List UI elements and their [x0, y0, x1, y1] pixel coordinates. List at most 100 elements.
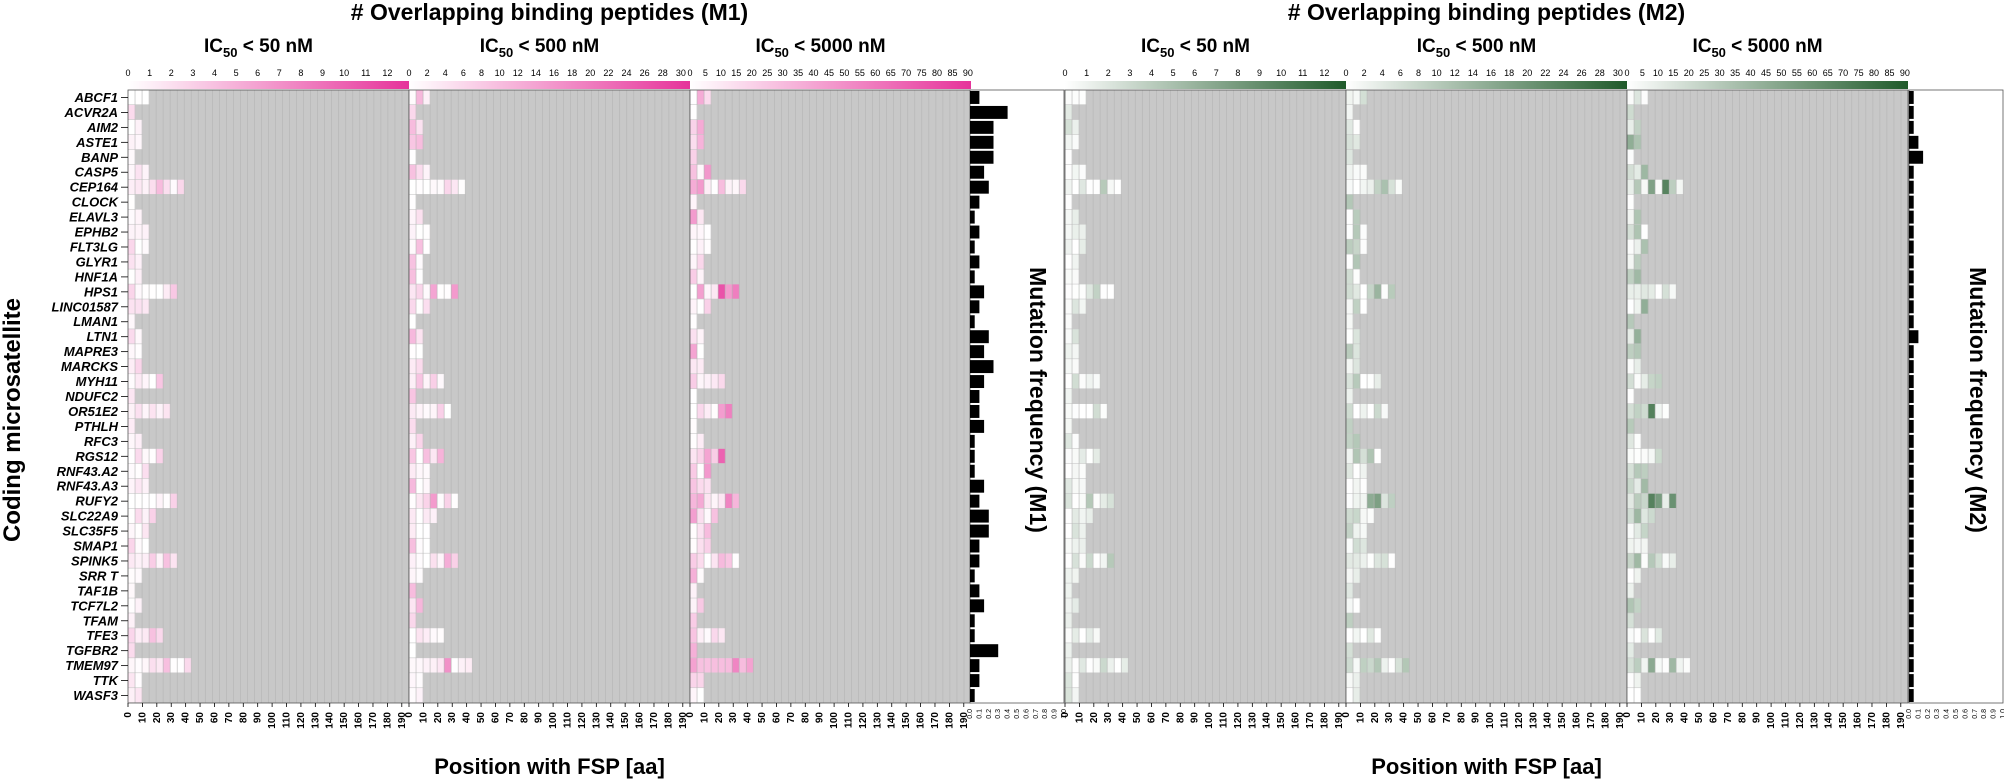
heatmap-cell: [142, 628, 150, 643]
x-tick-label: 10: [418, 712, 429, 724]
heatmap-cell: [409, 403, 417, 419]
heatmap-cell: [1634, 508, 1642, 523]
heatmap-cell: [711, 374, 719, 389]
heatmap-cell: [704, 403, 712, 419]
gene-label: RFC3: [84, 434, 119, 449]
heatmap-cell: [416, 478, 424, 494]
freq-bar: [1909, 614, 1914, 628]
heatmap-cell: [1627, 284, 1635, 299]
heatmap-cell: [690, 508, 698, 523]
gene-label: ACVR2A: [64, 105, 118, 120]
heatmap-cell: [1346, 538, 1354, 553]
gene-label: RGS12: [75, 449, 118, 464]
heatmap-cell: [142, 224, 150, 239]
heatmap-cell: [423, 463, 431, 479]
heatmap-cell: [1346, 119, 1354, 135]
heatmap-cell: [149, 448, 157, 464]
heatmap-cell: [416, 448, 424, 464]
freq-bar: [970, 629, 975, 643]
x-tick-label: 20: [714, 712, 725, 724]
x-tick-label: 10: [1074, 712, 1085, 724]
heatmap-cell: [690, 194, 698, 210]
freq-bar: [1909, 255, 1914, 269]
heatmap-cell: [1627, 269, 1635, 284]
heatmap-cell: [1367, 284, 1375, 299]
heatmap-cell: [1634, 463, 1642, 479]
heatmap-cell: [1627, 508, 1635, 523]
x-tick-label: 160: [916, 712, 927, 729]
heatmap-cell: [128, 359, 136, 374]
freq-bar: [1909, 270, 1914, 284]
heatmap-cell: [690, 314, 698, 329]
color-scale-bar: [1065, 81, 1346, 89]
heatmap-cell: [697, 433, 705, 449]
panel-threshold-label: IC50 < 50 nM: [204, 36, 313, 60]
heatmap-cell: [423, 448, 431, 464]
heatmap-cell: [697, 463, 705, 479]
heatmap-cell: [1346, 583, 1354, 598]
heatmap-cell: [1086, 284, 1094, 299]
heatmap-cell: [1627, 478, 1635, 494]
heatmap-cell: [697, 448, 705, 464]
scale-tick-label: 90: [963, 68, 973, 78]
freq-bar: [1909, 494, 1914, 508]
heatmap-cell: [1065, 688, 1073, 703]
x-tick-label: 90: [534, 712, 545, 724]
freq-bar: [970, 509, 989, 523]
heatmap-cell: [1107, 179, 1115, 195]
heatmap-cell: [444, 179, 452, 195]
heatmap-cell: [1360, 463, 1368, 479]
freq-bar: [970, 404, 980, 418]
heatmap-cell: [1627, 224, 1635, 239]
heatmap-cell: [135, 598, 143, 613]
heatmap-cell: [690, 239, 698, 254]
heatmap-cell: [1353, 299, 1361, 314]
heatmap-cell: [1346, 299, 1354, 314]
scale-tick-label: 4: [443, 68, 448, 78]
heatmap-cell: [128, 493, 136, 509]
heatmap-cell: [1634, 299, 1642, 314]
scale-tick-label: 2: [425, 68, 430, 78]
heatmap-cell: [718, 448, 726, 464]
scale-tick-label: 4: [1380, 68, 1385, 78]
heatmap-cell: [1072, 538, 1080, 553]
heatmap-cell: [704, 239, 712, 254]
heatmap-cell: [704, 478, 712, 494]
threshold-prefix: IC: [1692, 36, 1711, 57]
heatmap-cell: [697, 538, 705, 553]
heatmap-cell: [690, 104, 698, 120]
x-tick-label: 90: [253, 712, 264, 724]
heatmap-cell: [170, 658, 178, 673]
x-tick-label: 90: [815, 712, 826, 724]
heatmap-cell: [1641, 538, 1649, 553]
freq-bar: [1909, 91, 1914, 104]
heatmap-cell: [1065, 389, 1073, 404]
freq-tick-label: 0.4: [1005, 709, 1012, 719]
freq-bar: [1909, 674, 1914, 688]
x-tick-label: 180: [663, 712, 674, 729]
gene-label: CLOCK: [72, 195, 120, 210]
scale-tick-label: 28: [1595, 68, 1605, 78]
heatmap-cell: [1353, 448, 1361, 464]
x-tick-label: 50: [757, 712, 768, 724]
scale-tick-label: 16: [549, 68, 559, 78]
scale-tick-label: 0: [1624, 68, 1629, 78]
heatmap-cell: [437, 403, 445, 419]
heatmap-cell: [1072, 254, 1080, 269]
x-tick-label: 80: [800, 712, 811, 724]
heatmap-cell: [1086, 179, 1094, 195]
x-tick-label: 140: [887, 712, 898, 729]
freq-bar: [970, 689, 975, 702]
heatmap-cell: [1065, 598, 1073, 613]
heatmap-cell: [1655, 553, 1663, 568]
heatmap-cell: [1634, 433, 1642, 449]
freq-bar: [1909, 180, 1914, 194]
heatmap-cell: [704, 658, 712, 673]
heatmap-cell: [718, 658, 726, 673]
heatmap-cell: [1346, 673, 1354, 688]
heatmap-cell: [423, 179, 431, 195]
heatmap-cell: [1395, 179, 1403, 195]
heatmap-cell: [135, 134, 143, 150]
heatmap-cell: [1367, 374, 1375, 389]
heatmap-cell: [1381, 403, 1389, 419]
